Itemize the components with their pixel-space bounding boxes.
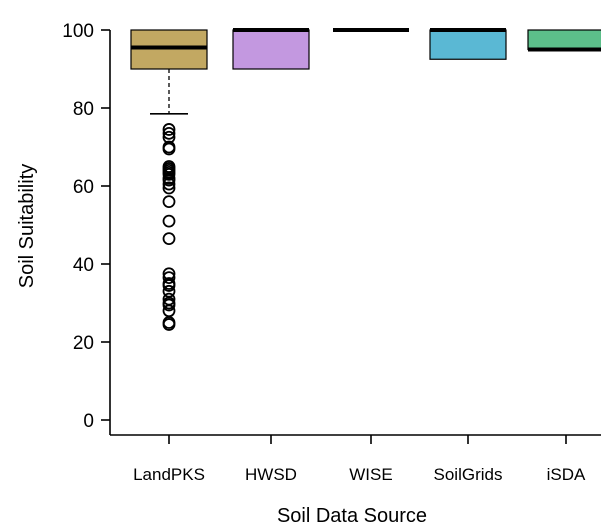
outlier-point [162,142,176,156]
x-axis-title: Soil Data Source [277,505,427,527]
outlier-point [162,181,176,195]
y-tick-label: 20 [73,333,94,354]
outlier-point [162,232,176,246]
outlier-point [162,195,176,209]
outlier-point [162,279,176,292]
x-tick-label: HWSD [245,465,297,484]
box-soilgrids [429,29,507,60]
y-axis-title: Soil Suitability [16,164,38,289]
y-tick-label: 40 [73,255,94,276]
outlier-point [162,318,176,331]
outlier-point [162,126,176,140]
outlier-point [162,298,176,312]
x-tick-label: LandPKS [133,465,205,484]
outlier-point [162,167,176,181]
x-tick-label: SoilGrids [434,465,503,484]
box-hwsd [232,29,310,70]
outlier-point [162,177,176,191]
outlier-point [162,173,176,187]
box-isda [527,29,601,51]
plot-area: 0 20 40 60 80 100 LandPKS HWSD WISE SoilGrids iSDA [62,21,601,484]
y-tick-label: 0 [83,411,94,432]
x-tick-label: iSDA [547,465,586,484]
y-tick-label: 80 [73,99,94,120]
y-tick-label: 100 [62,21,94,42]
y-tick-label: 60 [73,177,94,198]
x-tick-label: WISE [349,465,392,484]
outlier-point [162,123,176,136]
outlier-point [162,271,176,285]
outlier-point [162,214,176,228]
